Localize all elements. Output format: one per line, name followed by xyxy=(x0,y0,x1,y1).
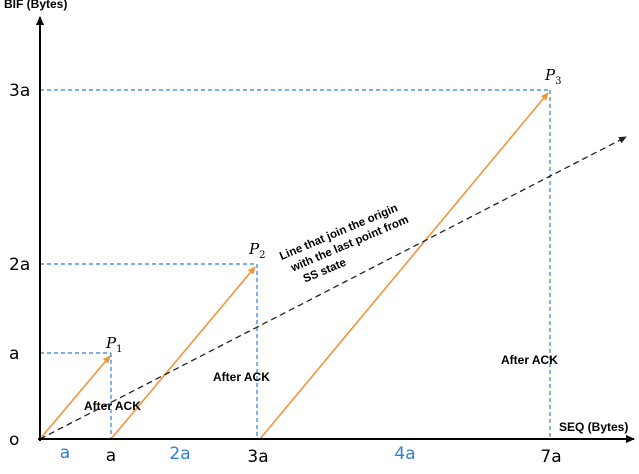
segment-2 xyxy=(110,266,256,440)
y-tick-3a: 3a xyxy=(9,81,30,101)
segments xyxy=(39,92,549,440)
y-tick-a: a xyxy=(9,344,19,364)
point-label-p3: P3 xyxy=(544,66,561,87)
point-label-p2: P2 xyxy=(248,240,265,261)
segment-1 xyxy=(39,355,111,440)
guide-lines xyxy=(40,89,551,439)
x-axis-title: SEQ (Bytes) xyxy=(559,420,628,434)
after-ack-label-3: After ACK xyxy=(501,353,558,367)
interval-a: a xyxy=(60,443,70,463)
after-ack-label-2: After ACK xyxy=(213,370,270,384)
x-tick-3a: 3a xyxy=(247,447,268,467)
interval-2a: 2a xyxy=(169,444,190,464)
segment-3 xyxy=(259,92,549,440)
y-axis-title: BIF (Bytes) xyxy=(4,0,67,11)
x-tick-a: a xyxy=(106,446,116,466)
x-tick-7a: 7a xyxy=(540,447,561,467)
y-tick-2a: 2a xyxy=(9,255,30,275)
point-label-p1: P1 xyxy=(105,334,122,355)
interval-4a: 4a xyxy=(394,444,415,464)
origin-label: o xyxy=(9,430,19,450)
after-ack-label-1: After ACK xyxy=(84,399,141,413)
origin-dashed-line xyxy=(39,136,627,440)
